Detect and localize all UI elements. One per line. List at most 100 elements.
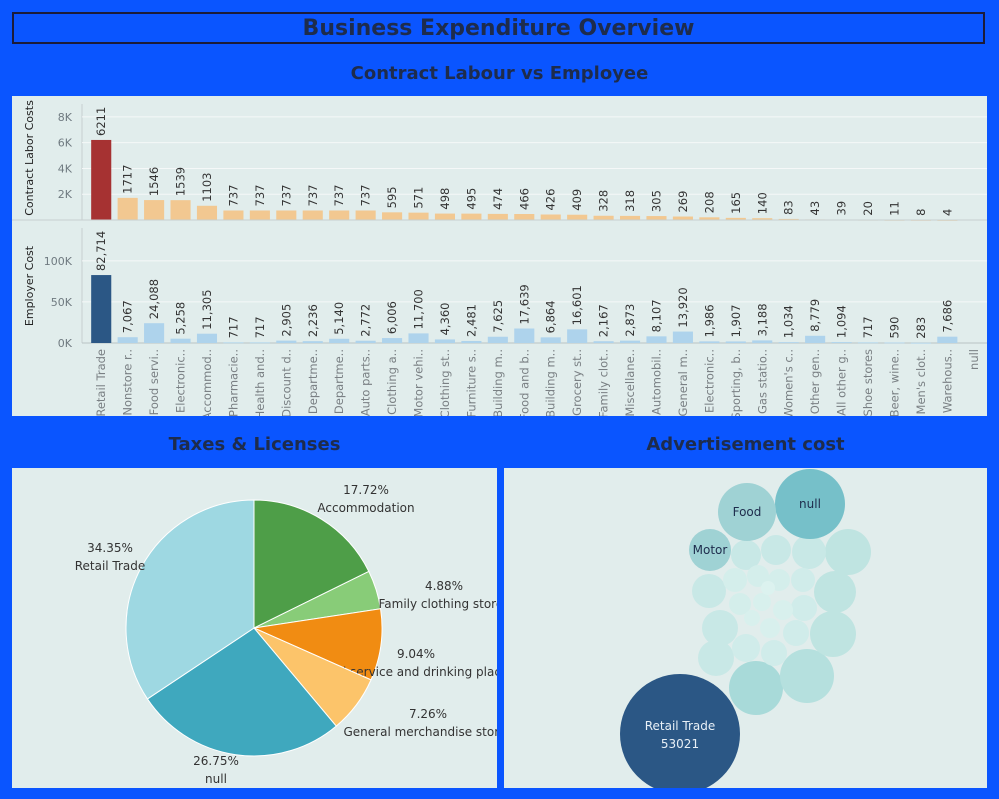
- x-tick-label: Gas statio..: [755, 349, 769, 414]
- y-axis-label: Contract Labor Costs: [23, 100, 36, 216]
- bar-value-label: 318: [623, 190, 637, 212]
- bar: [567, 214, 588, 220]
- x-tick-label: Food servi..: [147, 349, 161, 415]
- bar: [725, 217, 746, 220]
- bar-value-label: 1,094: [835, 305, 849, 338]
- bubble: [732, 634, 760, 662]
- x-tick-label: Women's c..: [782, 349, 796, 416]
- bar-value-label: 13,920: [676, 287, 690, 327]
- x-tick-label: Miscellane..: [623, 349, 637, 416]
- bubble: [702, 610, 738, 646]
- bar: [329, 338, 350, 343]
- bar: [699, 341, 720, 343]
- x-tick-label: Auto parts..: [359, 349, 373, 416]
- x-tick-label: Sporting, b..: [729, 349, 743, 416]
- bar: [831, 342, 852, 343]
- bubble-name-label: Food: [733, 505, 762, 519]
- bar: [382, 212, 403, 220]
- x-tick-label: null: [967, 349, 981, 370]
- y-axis-label: Employer Cost: [23, 245, 36, 326]
- bar: [725, 341, 746, 343]
- bar: [593, 215, 614, 220]
- y-tick-label: 6K: [58, 137, 73, 150]
- x-tick-label: General m..: [676, 349, 690, 416]
- bar-value-label: 83: [782, 200, 796, 215]
- pie-chart-title: Taxes & Licenses: [168, 434, 341, 455]
- bar-value-label: 8: [914, 209, 928, 216]
- bar: [699, 217, 720, 220]
- bar-value-label: 7,067: [121, 300, 135, 333]
- bar-value-label: 2,236: [306, 304, 320, 337]
- bar: [540, 337, 561, 343]
- pie-percent-label: 26.75%: [193, 754, 239, 768]
- pie-category-label: Retail Trade: [75, 559, 146, 573]
- bubble-name-label: Retail Trade: [645, 719, 716, 733]
- pie-chart: 17.72% Accommodation 4.88% Family clothing …: [75, 483, 515, 786]
- bubble-chart-title: Advertisement cost: [646, 434, 845, 455]
- y-tick-label: 4K: [58, 162, 73, 175]
- bubble: [620, 674, 740, 794]
- pie-slice: [253, 499, 370, 629]
- bar: [117, 197, 138, 220]
- bar: [355, 340, 376, 343]
- bar: [805, 335, 826, 343]
- x-tick-label: Automobil..: [649, 349, 663, 415]
- pie-percent-label: 4.88%: [425, 579, 463, 593]
- bar-value-label: 737: [332, 185, 346, 207]
- bar-value-label: 5,140: [332, 302, 346, 335]
- bar-value-label: 466: [517, 188, 531, 210]
- bar: [461, 340, 482, 343]
- bar-value-label: 165: [729, 192, 743, 214]
- x-tick-label: Discount d..: [279, 349, 293, 416]
- bar-value-label: 17,639: [517, 284, 531, 324]
- bubble: [692, 574, 726, 608]
- bar: [672, 331, 693, 343]
- bubble: [761, 535, 791, 565]
- bar: [249, 342, 270, 344]
- bar-value-label: 737: [226, 185, 240, 207]
- bar-value-label: 3,188: [755, 303, 769, 336]
- bar: [434, 339, 456, 343]
- pie-category-label: General merchandise stores: [343, 725, 497, 739]
- pie-category-label: Family clothing stores: [379, 597, 498, 611]
- bar: [276, 340, 297, 343]
- bar-value-label: 2,481: [464, 304, 478, 337]
- bar-value-label: 1,034: [782, 305, 796, 338]
- bubble: [814, 571, 856, 613]
- bar-value-label: 2,873: [623, 304, 637, 337]
- bar: [910, 342, 931, 344]
- bubble-chart: Retail Trade 53021 null Food Motor: [620, 469, 871, 794]
- bar: [937, 336, 958, 343]
- bubble: [760, 618, 780, 638]
- bubble: [723, 568, 747, 592]
- bar-value-label: 4: [940, 209, 954, 216]
- x-tick-label: Health and..: [253, 349, 267, 416]
- bar-value-label: 208: [702, 191, 716, 213]
- x-tick-label: Shoe stores: [861, 349, 875, 416]
- bubble: [791, 568, 815, 592]
- bar-value-label: 39: [835, 201, 849, 216]
- bar-value-label: 590: [887, 317, 901, 339]
- bar: [619, 340, 641, 343]
- pie-category-label: null: [205, 772, 227, 786]
- pie-slice: [146, 627, 337, 757]
- bar-chart-panel: 2K 4K 6K 8K Contract Labor Costs 6211 1717 1546…: [12, 96, 987, 420]
- bubble-name-label: null: [799, 497, 821, 511]
- dashboard-title: Business Expenditure Overview: [12, 12, 985, 44]
- pie-slice: [125, 499, 255, 700]
- bar: [408, 212, 429, 220]
- bar-value-label: 717: [861, 316, 875, 338]
- bar-value-label: 16,601: [570, 285, 584, 325]
- y-tick-label: 0K: [58, 337, 73, 350]
- x-tick-label: Other gen..: [808, 349, 822, 414]
- bar: [593, 341, 614, 343]
- bar: [487, 213, 508, 220]
- bar-value-label: 24,088: [147, 279, 161, 319]
- bubble: [780, 649, 834, 703]
- y-tick-label: 50K: [51, 296, 73, 309]
- bar-value-label: 305: [649, 190, 663, 212]
- bar: [223, 342, 244, 344]
- bar: [91, 275, 112, 343]
- bar: [567, 329, 588, 343]
- x-tick-label: Departme..: [332, 349, 346, 414]
